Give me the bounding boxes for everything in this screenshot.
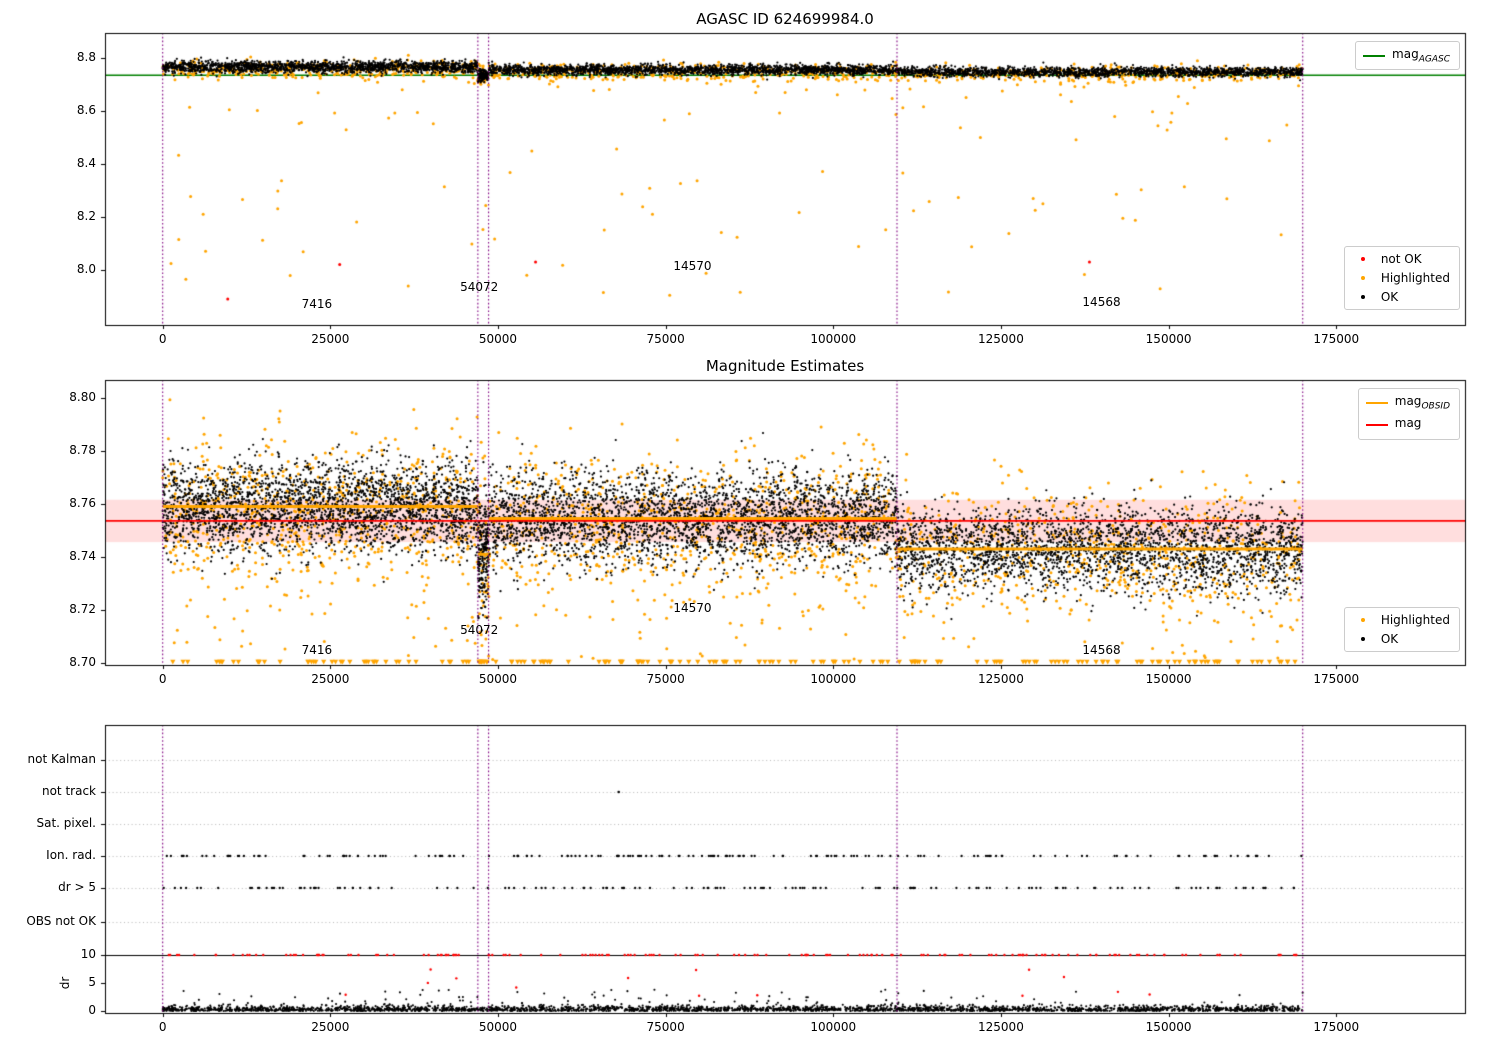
legend-sample-cell — [1352, 294, 1374, 300]
chart1-legend-line: magAGASC — [1355, 41, 1460, 71]
chart1-xtick-label: 0 — [158, 332, 167, 346]
not-ok-marker-swatch — [1360, 256, 1366, 262]
legend-label-text: mag — [1394, 416, 1422, 431]
legend-label-mag-obsid: magOBSID — [1395, 394, 1450, 411]
chart3-xtick-label: 125000 — [978, 1020, 1024, 1034]
legend-sample-cell — [1363, 54, 1386, 57]
flag-row-label: not track — [41, 784, 96, 799]
flag-row-label: dr > 5 — [58, 880, 96, 895]
mag-line-swatch — [1365, 424, 1388, 427]
legend-label-text: mag — [1392, 47, 1419, 61]
annotation-14570: 14570 — [673, 601, 712, 616]
annotation-7416: 7416 — [301, 643, 333, 658]
chart2-title: Magnitude Estimates — [705, 357, 865, 375]
chart1-xtick-label: 100000 — [810, 332, 857, 346]
legend-item-highlighted: Highlighted — [1352, 271, 1450, 285]
chart2-ytick-label: 8.74 — [69, 549, 96, 564]
chart2-xtick-label: 125000 — [978, 672, 1024, 686]
legend-sample-cell — [1352, 256, 1374, 262]
chart2-legend-markers: Highlighted OK — [1343, 607, 1460, 652]
chart1-ytick-label: 8.6 — [76, 102, 96, 117]
chart1-legend-markers: not OK Highlighted OK — [1343, 246, 1460, 310]
chart1-title: AGASC ID 624699984.0 — [696, 10, 874, 28]
flag-row-label: OBS not OK — [26, 914, 96, 929]
legend-item-highlighted: Highlighted — [1352, 613, 1450, 627]
legend-item-ok: OK — [1352, 290, 1450, 304]
legend-sample-cell — [1352, 636, 1374, 642]
chart1-xtick-label: 75000 — [646, 332, 685, 346]
legend-label-ok: OK — [1380, 632, 1399, 646]
annotation-7416: 7416 — [301, 296, 333, 311]
legend-label-text: mag — [1394, 394, 1422, 408]
legend-label-highlighted: Highlighted — [1380, 271, 1450, 285]
chart2-legend-lines: magOBSID mag — [1357, 388, 1460, 440]
annotation-14570: 14570 — [673, 259, 712, 274]
legend-item-mag: mag — [1365, 416, 1450, 433]
legend-sample-cell — [1365, 401, 1388, 404]
chart1-xtick-label: 150000 — [1145, 332, 1192, 346]
chart3-xtick-label: 0 — [158, 1020, 167, 1034]
legend-label-ok: OK — [1380, 290, 1399, 304]
chart3-xtick-label: 50000 — [478, 1020, 518, 1034]
mag-obsid-line-swatch — [1365, 401, 1388, 404]
annotation-14568: 14568 — [1082, 295, 1121, 310]
chart1-xtick-label: 50000 — [478, 332, 518, 346]
chart1-xtick-label: 25000 — [311, 332, 350, 346]
legend-label-sub: AGASC — [1418, 54, 1450, 65]
annotation-14568: 14568 — [1082, 643, 1121, 658]
chart2-xtick-label: 50000 — [478, 672, 518, 686]
dr-axis-label: dr — [58, 976, 73, 990]
chart1-ytick-label: 8.0 — [76, 261, 96, 276]
chart2-ytick-label: 8.76 — [69, 496, 96, 511]
chart2-xtick-label: 25000 — [311, 672, 350, 686]
legend-label-mag: mag — [1395, 416, 1422, 433]
ok-marker-swatch — [1360, 294, 1366, 300]
annotation-54072: 54072 — [460, 279, 499, 294]
chart2-ytick-label: 8.70 — [69, 654, 96, 669]
chart1-ytick-label: 8.8 — [76, 50, 96, 65]
dr-tick-label: 5 — [88, 975, 96, 990]
highlighted-marker-swatch — [1360, 617, 1366, 623]
legend-item-mag-agasc: magAGASC — [1363, 47, 1450, 64]
ok-marker-swatch — [1360, 636, 1366, 642]
flag-row-label: Ion. rad. — [46, 848, 96, 863]
chart2-xtick-label: 175000 — [1313, 672, 1360, 686]
legend-label-highlighted: Highlighted — [1380, 613, 1450, 627]
chart3-xtick-label: 100000 — [810, 1020, 857, 1034]
legend-label-mag-agasc: magAGASC — [1392, 47, 1450, 64]
legend-item-mag-obsid: magOBSID — [1365, 394, 1450, 411]
legend-sample-cell — [1352, 275, 1374, 281]
chart2-ytick-label: 8.80 — [69, 390, 96, 405]
chart2-xtick-label: 150000 — [1145, 672, 1192, 686]
chart2-xtick-label: 75000 — [646, 672, 685, 686]
chart2-xtick-label: 0 — [158, 672, 167, 686]
chart1-xtick-label: 125000 — [978, 332, 1024, 346]
flag-row-label: not Kalman — [27, 752, 96, 767]
legend-item-ok: OK — [1352, 632, 1450, 646]
chart2-ytick-label: 8.78 — [69, 443, 96, 458]
chart2-xtick-label: 100000 — [810, 672, 857, 686]
legend-sample-cell — [1352, 617, 1374, 623]
legend-sample-cell — [1365, 424, 1388, 427]
chart3-xtick-label: 25000 — [311, 1020, 350, 1034]
chart1-xtick-label: 175000 — [1313, 332, 1360, 346]
dr-tick-label: 0 — [88, 1003, 96, 1018]
legend-label-sub: OBSID — [1421, 401, 1450, 412]
chart3-xtick-label: 175000 — [1313, 1020, 1360, 1034]
annotation-54072: 54072 — [460, 623, 499, 638]
highlighted-marker-swatch — [1360, 275, 1366, 281]
chart3-xtick-label: 75000 — [646, 1020, 685, 1034]
chart1-ytick-label: 8.2 — [76, 208, 96, 223]
chart1-ytick-label: 8.4 — [76, 155, 96, 170]
chart2-ytick-label: 8.72 — [69, 602, 96, 617]
dr-tick-label: 10 — [80, 947, 96, 962]
mag-agasc-line-swatch — [1363, 54, 1386, 57]
flag-row-label: Sat. pixel. — [36, 816, 96, 831]
chart3-xtick-label: 150000 — [1145, 1020, 1192, 1034]
legend-label-not-ok: not OK — [1380, 252, 1422, 266]
legend-item-not-ok: not OK — [1352, 252, 1450, 266]
